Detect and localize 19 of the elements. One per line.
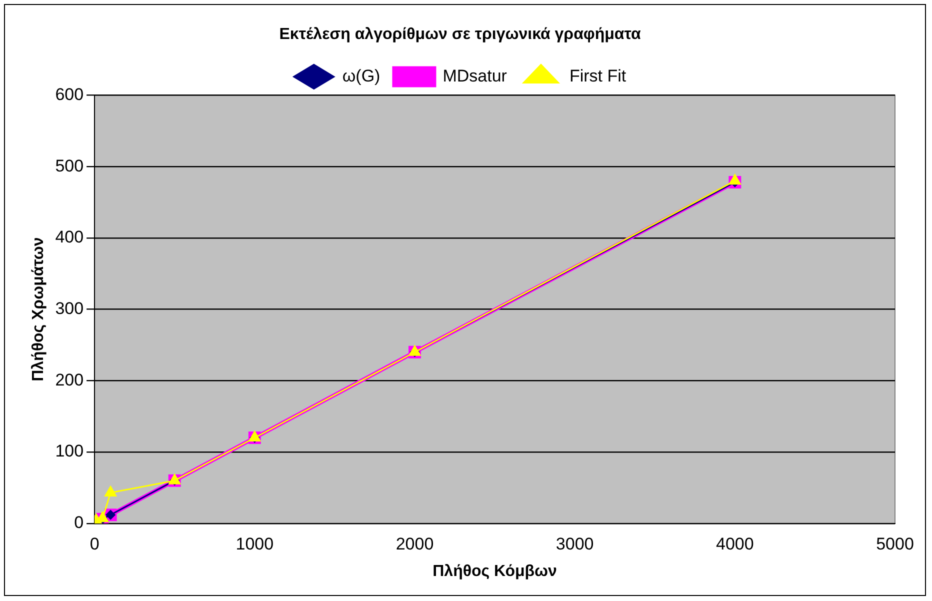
y-axis-title: Πλήθος Χρωμάτων [30,237,48,382]
y-tick-label: 0 [74,513,84,532]
y-tick-label: 400 [55,228,84,247]
x-tick-label: 4000 [716,534,754,554]
y-tick-label: 200 [55,370,84,390]
y-tick-label: 500 [55,156,84,176]
legend-label: MDsatur [442,66,508,86]
x-tick-label: 3000 [556,534,594,554]
chart-title: Εκτέλεση αλγορίθμων σε τριγωνικά γραφήματα [279,26,641,44]
x-tick-label: 2000 [396,534,434,554]
legend-label: ω(G) [342,66,380,86]
x-tick-label: 5000 [876,534,914,554]
x-tick-label: 0 [90,534,100,554]
x-axis-title: Πλήθος Κόμβων [432,562,558,580]
y-tick-label: 300 [55,298,84,318]
y-tick-label: 600 [55,84,84,104]
x-tick-label: 1000 [236,534,274,554]
y-tick-label: 100 [55,442,84,461]
legend-label: First Fit [569,66,626,86]
